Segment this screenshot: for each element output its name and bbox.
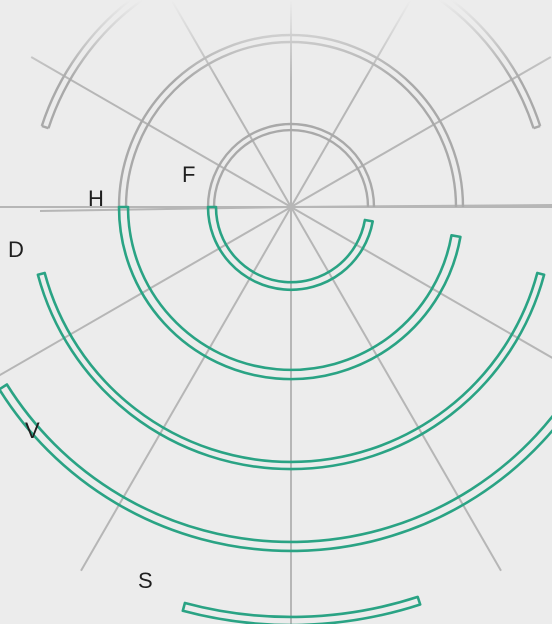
label-d: D — [8, 237, 24, 262]
label-v: V — [25, 418, 40, 443]
label-s: S — [138, 568, 153, 593]
label-f: F — [182, 162, 196, 187]
label-h: H — [88, 186, 104, 211]
